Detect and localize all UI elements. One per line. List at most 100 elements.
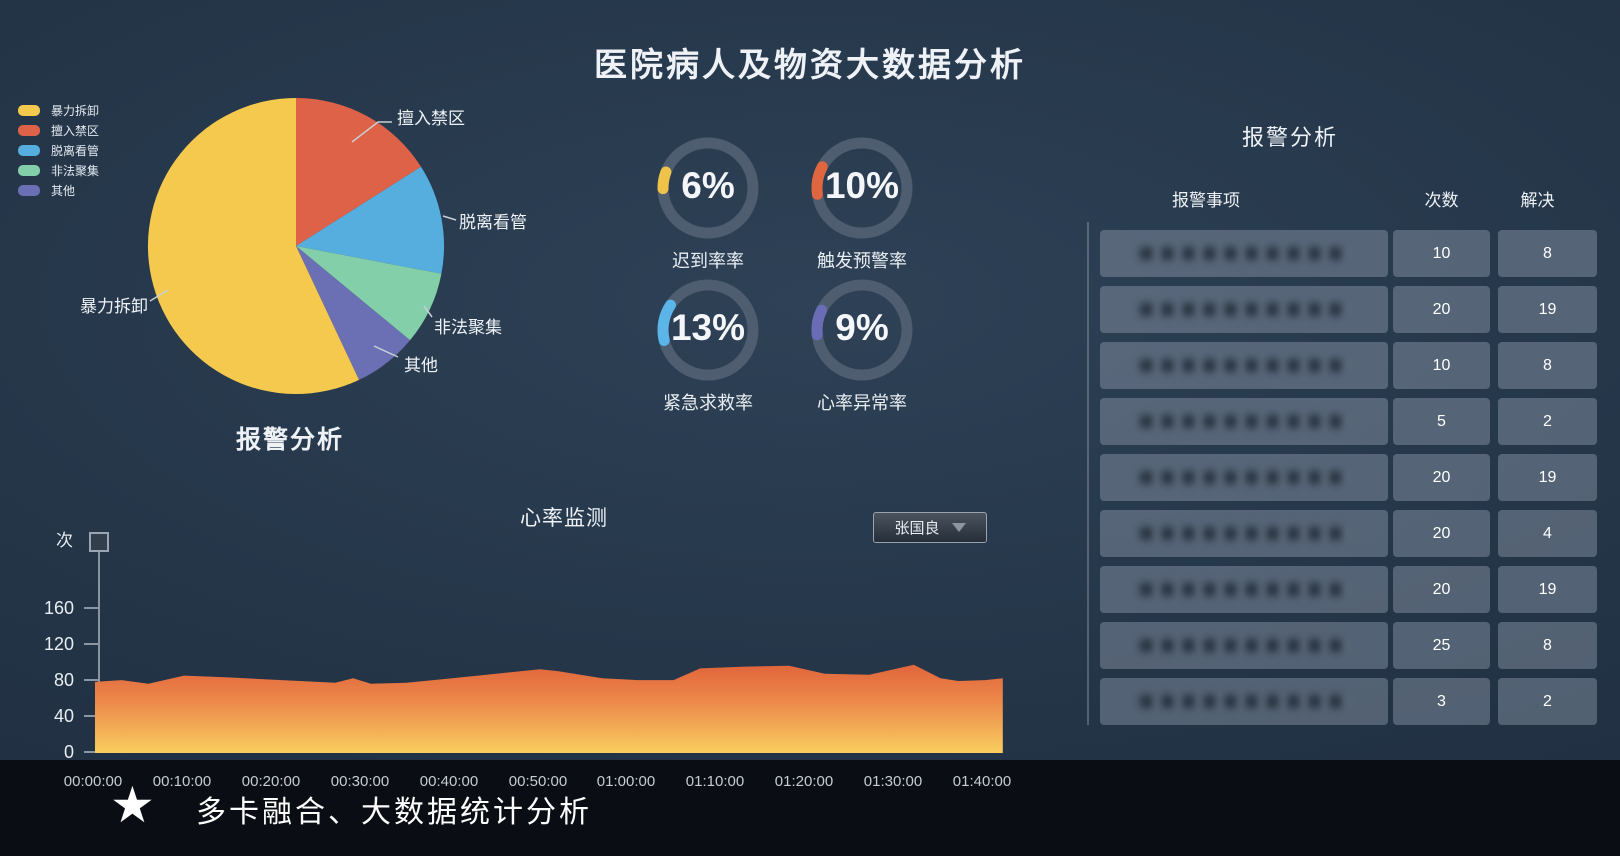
x-tick-label-10: 01:40:00 bbox=[952, 773, 1012, 790]
heart-chart-title: 心率监测 bbox=[520, 507, 608, 530]
pie-callout-line-2 bbox=[423, 305, 433, 318]
chevron-down-icon bbox=[951, 523, 966, 532]
alarm-item-cell bbox=[1100, 398, 1388, 445]
legend-item-0[interactable]: 暴力拆卸 bbox=[18, 100, 99, 120]
alarm-pie-chart bbox=[147, 97, 457, 394]
alarm-item-cell bbox=[1100, 678, 1388, 725]
y-tick-label-2: 80 bbox=[53, 670, 74, 690]
resolved-cell: 19 bbox=[1498, 566, 1597, 613]
legend-item-2[interactable]: 脱离看管 bbox=[18, 140, 99, 160]
x-tick-label-2: 00:20:00 bbox=[241, 773, 301, 790]
gauge-value: 10% bbox=[824, 165, 900, 206]
blurred-text bbox=[1140, 359, 1348, 372]
pie-slice-0 bbox=[296, 98, 421, 246]
x-tick-label-9: 01:30:00 bbox=[863, 773, 923, 790]
patient-select-value: 张国良 bbox=[894, 520, 940, 537]
footer-caption: 多卡融合、大数据统计分析 bbox=[196, 796, 592, 829]
count-cell: 5 bbox=[1393, 398, 1490, 445]
col-header-2: 解决 bbox=[1520, 191, 1555, 210]
alarm-item-cell bbox=[1100, 230, 1388, 277]
legend-label: 暴力拆卸 bbox=[51, 103, 100, 118]
x-tick-label-1: 00:10:00 bbox=[152, 773, 212, 790]
legend-label: 非法聚集 bbox=[51, 163, 100, 178]
gauge-label: 紧急求救率 bbox=[663, 393, 753, 413]
resolved-cell: 2 bbox=[1498, 398, 1597, 445]
count-cell: 20 bbox=[1393, 286, 1490, 333]
legend-swatch bbox=[18, 104, 40, 116]
legend-swatch bbox=[18, 184, 40, 196]
x-tick-label-3: 00:30:00 bbox=[330, 773, 390, 790]
y-tick-label-4: 0 bbox=[63, 742, 74, 762]
blurred-text bbox=[1140, 639, 1348, 652]
x-tick-label-7: 01:10:00 bbox=[685, 773, 745, 790]
x-tick-label-6: 01:00:00 bbox=[596, 773, 656, 790]
legend-swatch bbox=[18, 144, 40, 156]
patient-select[interactable]: 张国良 bbox=[873, 512, 987, 543]
pie-chart-title: 报警分析 bbox=[235, 426, 344, 454]
legend-label: 擅入禁区 bbox=[51, 123, 100, 138]
gauge-value: 13% bbox=[670, 307, 746, 348]
pie-callout-line-0 bbox=[351, 121, 392, 143]
count-cell: 20 bbox=[1393, 566, 1490, 613]
col-header-1: 次数 bbox=[1424, 191, 1459, 210]
x-tick-label-8: 01:20:00 bbox=[774, 773, 834, 790]
count-cell: 3 bbox=[1393, 678, 1490, 725]
pie-label-0: 擅入禁区 bbox=[397, 109, 465, 128]
star-icon: ★ bbox=[110, 777, 155, 833]
blurred-text bbox=[1140, 247, 1348, 260]
y-axis-unit: 次 bbox=[56, 531, 73, 550]
resolved-cell: 8 bbox=[1498, 622, 1597, 669]
gauge-ring bbox=[811, 279, 913, 381]
gauge-ring bbox=[657, 279, 759, 381]
alarm-item-cell bbox=[1100, 622, 1388, 669]
gauge-value: 9% bbox=[835, 307, 889, 348]
resolved-cell: 2 bbox=[1498, 678, 1597, 725]
pie-slice-4 bbox=[147, 97, 359, 394]
gauge-3: 9% 心率异常率 bbox=[787, 274, 937, 415]
alarm-item-cell bbox=[1100, 342, 1388, 389]
blurred-text bbox=[1140, 415, 1348, 428]
blurred-text bbox=[1140, 303, 1348, 316]
y-tick-label-1: 120 bbox=[43, 634, 74, 654]
pie-slice-1 bbox=[296, 166, 445, 274]
pie-label-1: 脱离看管 bbox=[459, 213, 527, 232]
blurred-text bbox=[1140, 695, 1348, 708]
y-tick-label-3: 40 bbox=[53, 706, 74, 726]
alarm-item-cell bbox=[1100, 510, 1388, 557]
resolved-cell: 19 bbox=[1498, 286, 1597, 333]
gauge-ring bbox=[657, 137, 759, 239]
alarm-item-cell bbox=[1100, 454, 1388, 501]
pie-callout-line-4 bbox=[149, 289, 169, 302]
pie-label-2: 非法聚集 bbox=[434, 318, 502, 337]
x-tick-label-4: 00:40:00 bbox=[419, 773, 479, 790]
pie-callout-line-3 bbox=[373, 345, 399, 358]
legend-swatch bbox=[18, 124, 40, 136]
pie-label-4: 暴力拆卸 bbox=[80, 297, 148, 316]
col-header-0: 报警事项 bbox=[1172, 191, 1240, 210]
legend-item-4[interactable]: 其他 bbox=[18, 180, 99, 200]
page-title: 医院病人及物资大数据分析 bbox=[594, 46, 1026, 83]
gauge-0: 6% 迟到率率 bbox=[633, 132, 783, 273]
count-cell: 25 bbox=[1393, 622, 1490, 669]
count-cell: 20 bbox=[1393, 454, 1490, 501]
x-tick-label-0: 00:00:00 bbox=[63, 773, 123, 790]
blurred-text bbox=[1140, 527, 1348, 540]
x-tick-label-5: 00:50:00 bbox=[508, 773, 568, 790]
pie-slice-3 bbox=[296, 246, 410, 380]
gauge-2: 13% 紧急求救率 bbox=[633, 274, 783, 415]
footer-bar: 00:00:00 00:10:00 00:20:00 00:30:00 00:40:00… bbox=[0, 760, 1620, 856]
gauge-label: 心率异常率 bbox=[817, 393, 907, 413]
legend-label: 其他 bbox=[51, 183, 76, 198]
count-cell: 10 bbox=[1393, 342, 1490, 389]
axis-cap bbox=[89, 532, 109, 552]
alarm-item-cell bbox=[1100, 566, 1388, 613]
heart-area-chart bbox=[84, 532, 1003, 753]
y-tick-label-0: 160 bbox=[43, 598, 74, 618]
gauge-label: 触发预警率 bbox=[817, 251, 907, 271]
resolved-cell: 4 bbox=[1498, 510, 1597, 557]
legend-item-3[interactable]: 非法聚集 bbox=[18, 160, 99, 180]
legend-item-1[interactable]: 擅入禁区 bbox=[18, 120, 99, 140]
count-cell: 20 bbox=[1393, 510, 1490, 557]
gauge-ring bbox=[811, 137, 913, 239]
